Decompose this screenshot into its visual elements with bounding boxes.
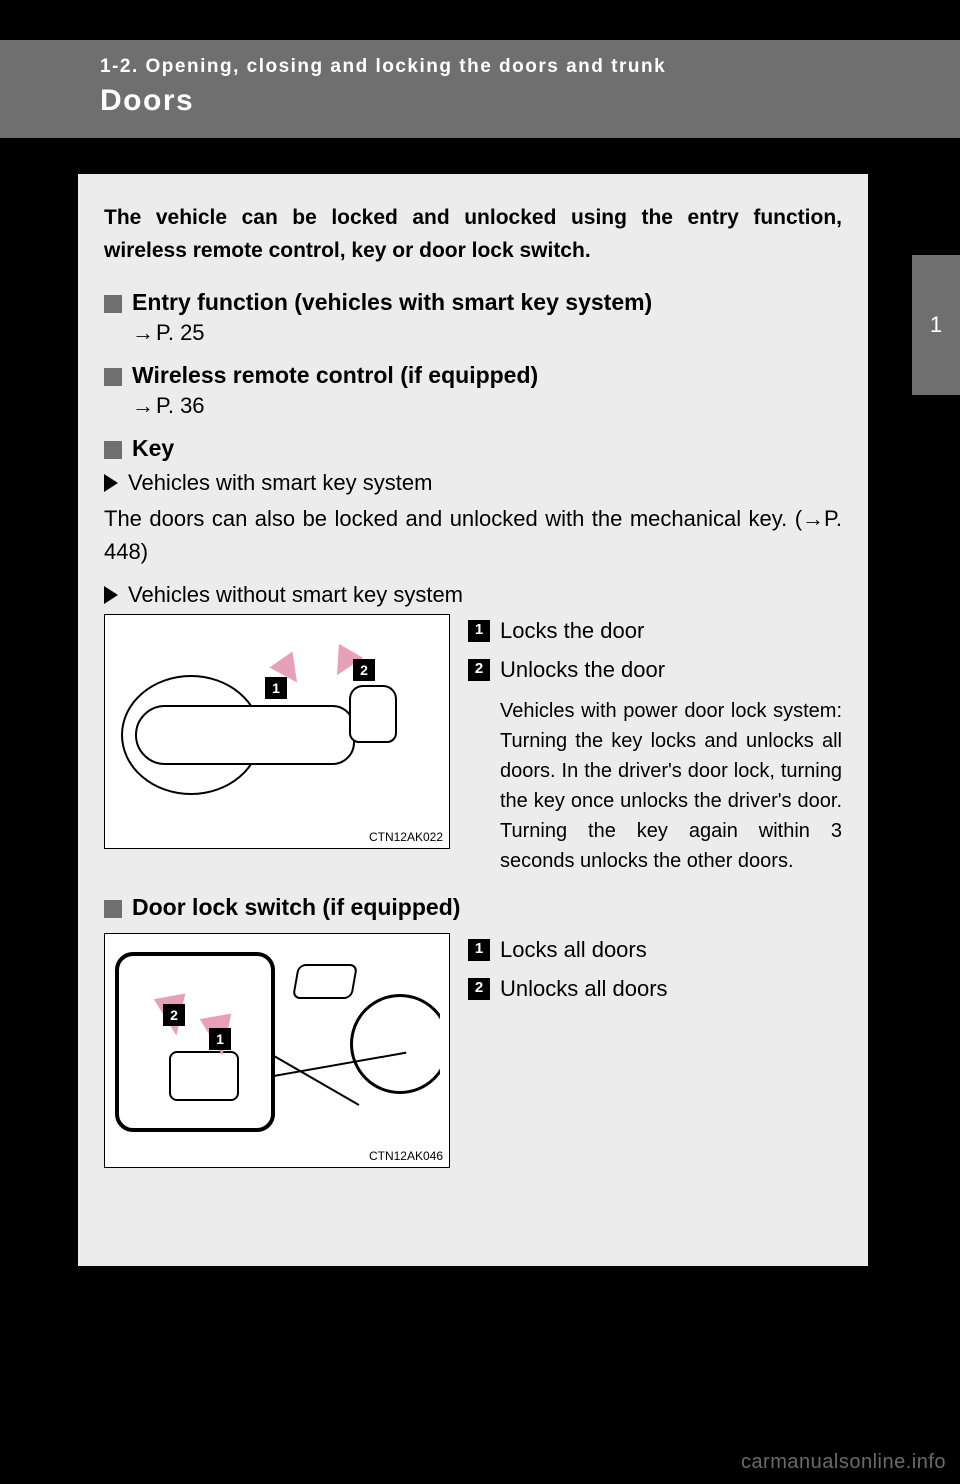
callout-number-2: 2 (468, 659, 490, 681)
figure1-tag-1: 1 (265, 677, 287, 699)
section-wireless-remote: Wireless remote control (if equipped) (104, 362, 842, 389)
triangle-bullet-icon (104, 586, 118, 604)
figure2-tag-2: 2 (163, 1004, 185, 1026)
figure1-block: 1 2 CTN12AK022 1 Locks the door 2 Unlock… (104, 614, 842, 876)
square-bullet-icon (104, 368, 122, 386)
lock-switch-outline (169, 1051, 239, 1101)
page-title: Doors (100, 84, 960, 118)
subhead-with-smart-key: Vehicles with smart key system (104, 470, 842, 496)
wireless-remote-pageref: P. 36 (132, 393, 842, 419)
section-entry-function: Entry function (vehicles with smart key … (104, 289, 842, 316)
section-door-lock-switch: Door lock switch (if equipped) (104, 894, 842, 921)
callout-unlocks-door: 2 Unlocks the door (468, 653, 842, 686)
callout-unlocks-all-doors: 2 Unlocks all doors (468, 972, 842, 1005)
watermark: carmanualsonline.info (741, 1451, 946, 1474)
figure1-tag-2: 2 (353, 659, 375, 681)
callout-number-1: 1 (468, 939, 490, 961)
section-key: Key (104, 435, 842, 462)
wireless-remote-heading: Wireless remote control (if equipped) (132, 362, 538, 389)
figure2-callouts: 1 Locks all doors 2 Unlocks all doors (468, 933, 842, 1011)
callout-text-unlocks-all: Unlocks all doors (500, 972, 668, 1005)
figure2-caption: CTN12AK046 (369, 1149, 443, 1163)
square-bullet-icon (104, 441, 122, 459)
callout-number-2: 2 (468, 978, 490, 1000)
callout-text-locks-all: Locks all doors (500, 933, 647, 966)
switch-inset-frame: 1 2 (115, 952, 275, 1132)
subhead-without-smart-key: Vehicles without smart key system (104, 582, 842, 608)
figure1-caption: CTN12AK022 (369, 830, 443, 844)
triangle-bullet-icon (104, 474, 118, 492)
callout-number-1: 1 (468, 620, 490, 642)
figure-door-lock-switch: 1 2 CTN12AK046 (104, 933, 450, 1168)
figure2-tag-1: 1 (209, 1028, 231, 1050)
side-mirror-outline (292, 964, 358, 999)
callout-locks-all-doors: 1 Locks all doors (468, 933, 842, 966)
door-lock-switch-heading: Door lock switch (if equipped) (132, 894, 460, 921)
door-handle-outline (135, 705, 355, 765)
figure1-description: Vehicles with power door lock system: Tu… (500, 696, 842, 876)
side-chapter-tab: 1 (912, 255, 960, 395)
content-panel: The vehicle can be locked and unlocked u… (78, 174, 868, 1266)
entry-function-heading: Entry function (vehicles with smart key … (132, 289, 652, 316)
with-smart-key-label: Vehicles with smart key system (128, 470, 432, 496)
figure-door-handle-key: 1 2 CTN12AK022 (104, 614, 450, 849)
header-band: 1-2. Opening, closing and locking the do… (0, 40, 960, 138)
section-label: 1-2. Opening, closing and locking the do… (100, 56, 960, 78)
figure1-callouts: 1 Locks the door 2 Unlocks the door Vehi… (468, 614, 842, 876)
intro-text: The vehicle can be locked and unlocked u… (104, 202, 842, 267)
without-smart-key-label: Vehicles without smart key system (128, 582, 463, 608)
interior-dash-outline (275, 954, 440, 1144)
square-bullet-icon (104, 900, 122, 918)
key-outline (349, 685, 397, 743)
square-bullet-icon (104, 295, 122, 313)
callout-text-unlocks-door: Unlocks the door (500, 653, 665, 686)
key-heading: Key (132, 435, 174, 462)
with-smart-key-body: The doors can also be locked and unlocke… (104, 502, 842, 568)
figure2-block: 1 2 CTN12AK046 1 Locks all doors 2 Unloc… (104, 933, 842, 1168)
callout-text-locks-door: Locks the door (500, 614, 644, 647)
callout-locks-door: 1 Locks the door (468, 614, 842, 647)
entry-function-pageref: P. 25 (132, 320, 842, 346)
